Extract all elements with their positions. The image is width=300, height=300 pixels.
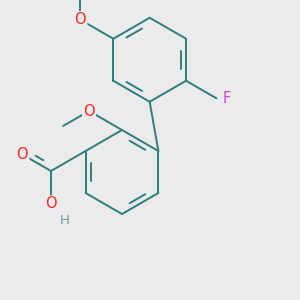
- Text: F: F: [222, 91, 231, 106]
- Text: O: O: [75, 12, 86, 27]
- Text: H: H: [60, 214, 70, 227]
- Text: O: O: [45, 196, 57, 211]
- Text: O: O: [83, 103, 95, 118]
- Text: O: O: [16, 147, 28, 162]
